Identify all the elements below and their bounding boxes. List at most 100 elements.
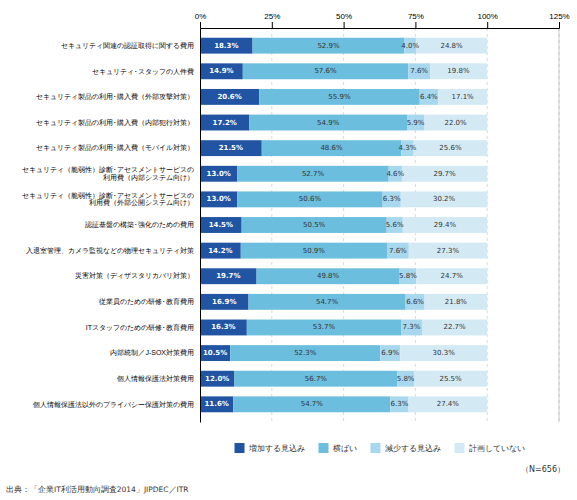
legend-swatch xyxy=(371,443,381,453)
tick-label: ITスタッフのための研修･教育費用 xyxy=(86,323,194,332)
series xyxy=(400,38,487,413)
data-label: 4.0% xyxy=(401,42,419,50)
y-tick: セキュリティ関連の認証取得に関する費用 xyxy=(61,42,200,50)
data-label: 30.3% xyxy=(433,349,456,357)
chart-container: 18.3%14.9%20.6%17.2%21.5%13.0%13.0%14.5%… xyxy=(0,0,577,500)
data-label: 6.4% xyxy=(420,93,438,101)
tick-label: セキュリティ（脆弱性）診断･アセスメントサービスの利用費（内部システム向け） xyxy=(22,166,194,182)
bar xyxy=(408,63,430,79)
bar xyxy=(425,294,488,310)
bar xyxy=(200,63,243,79)
y-tick: セキュリティ製品の利用･購入費（内部犯行対策） xyxy=(36,119,200,127)
bar xyxy=(414,140,488,156)
data-label: 55.9% xyxy=(328,93,351,101)
data-label: 29.7% xyxy=(433,170,456,178)
data-label: 57.6% xyxy=(314,67,337,75)
bar xyxy=(200,396,233,412)
tick-label: セキュリティ･スタッフの人件費 xyxy=(92,68,194,76)
legend-label: 計画していない xyxy=(469,444,525,453)
bar xyxy=(200,115,249,131)
data-label: 53.7% xyxy=(313,323,336,331)
data-label: 29.4% xyxy=(434,221,457,229)
bar xyxy=(200,320,247,336)
grid-line xyxy=(559,28,560,422)
bar xyxy=(387,243,409,259)
bar xyxy=(200,166,237,182)
data-label: 54.9% xyxy=(317,119,340,127)
data-label: 19.8% xyxy=(447,67,470,75)
grid xyxy=(272,28,559,422)
data-label: 19.7% xyxy=(216,272,240,280)
data-label: 5.8% xyxy=(399,272,417,280)
data-label: 21.8% xyxy=(445,298,468,306)
tick-label: セキュリティ関連の認証取得に関する費用 xyxy=(61,42,194,50)
bar xyxy=(262,140,402,156)
data-label: 52.7% xyxy=(302,170,325,178)
bar xyxy=(230,345,380,361)
data-label: 17.2% xyxy=(213,119,237,127)
data-label: 13.0% xyxy=(207,170,231,178)
legend-item: 減少する見込み xyxy=(371,443,441,453)
y-tick: セキュリティ･スタッフの人件費 xyxy=(92,68,200,76)
bar xyxy=(401,191,488,207)
bar xyxy=(401,320,422,336)
bar xyxy=(241,243,387,259)
data-label: 17.1% xyxy=(452,93,475,101)
tick-label: セキュリティ製品の利用･購入費（外部攻撃対策） xyxy=(36,93,194,101)
bar xyxy=(420,89,438,105)
tick-mark xyxy=(272,22,273,28)
frame-line xyxy=(559,28,560,422)
x-tick: 125% xyxy=(549,12,569,28)
y-tick: セキュリティ製品の利用･購入費（モバイル対策） xyxy=(36,144,200,152)
bar xyxy=(416,268,487,284)
bar xyxy=(247,320,401,336)
legend-label: 減少する見込み xyxy=(385,444,441,453)
y-axis: セキュリティ関連の認証取得に関する費用セキュリティ･スタッフの人件費セキュリティ… xyxy=(22,29,201,423)
data-label: 30.2% xyxy=(433,195,456,203)
legend-label: 横ばい xyxy=(333,444,357,453)
bar xyxy=(416,38,487,54)
bar xyxy=(200,371,234,387)
y-tick: 認証基盤の構築･強化のための費用 xyxy=(85,221,200,229)
y-tick: ITスタッフのための研修･教育費用 xyxy=(86,323,200,332)
bar xyxy=(406,294,425,310)
plot-area: 18.3%14.9%20.6%17.2%21.5%13.0%13.0%14.5%… xyxy=(22,12,570,423)
data-label: 56.7% xyxy=(305,375,328,383)
bar xyxy=(200,89,259,105)
data-label: 7.3% xyxy=(403,323,421,331)
bar xyxy=(237,166,388,182)
y-tick: 内部統制／J-SOX対策費用 xyxy=(110,349,200,357)
tick-label: 入退室管理、カメラ監視などの物理セキュリティ対策 xyxy=(26,247,194,255)
bar xyxy=(397,371,414,387)
data-label: 27.3% xyxy=(437,247,460,255)
data-label: 14.2% xyxy=(208,247,232,255)
data-label: 22.7% xyxy=(443,323,466,331)
bar xyxy=(249,115,407,131)
bar xyxy=(200,140,262,156)
y-tick: 個人情報保護法以外のプライバシー保護対策の費用 xyxy=(33,401,200,409)
data-label: 16.9% xyxy=(212,298,236,306)
data-label: 20.6% xyxy=(217,93,241,101)
bar xyxy=(200,217,242,233)
data-label: 18.3% xyxy=(214,42,238,50)
data-label: 7.6% xyxy=(410,67,428,75)
y-tick: 従業員のための研修･教育費用 xyxy=(99,297,200,306)
data-label: 4.3% xyxy=(399,144,417,152)
data-label: 50.9% xyxy=(303,247,326,255)
tick-label: 個人情報保護法以外のプライバシー保護対策の費用 xyxy=(33,401,194,409)
bar xyxy=(424,115,487,131)
bar xyxy=(380,345,400,361)
bar xyxy=(390,396,408,412)
tick-label: セキュリティ製品の利用･購入費（内部犯行対策） xyxy=(36,119,194,127)
data-label: 13.0% xyxy=(207,195,231,203)
bar xyxy=(409,243,487,259)
bar xyxy=(422,320,487,336)
bar xyxy=(200,294,249,310)
x-tick: 50% xyxy=(336,12,352,28)
y-tick: 入退室管理、カメラ監視などの物理セキュリティ対策 xyxy=(26,247,200,255)
x-tick: 0% xyxy=(195,12,207,28)
data-label: 7.6% xyxy=(389,247,407,255)
data-label: 14.9% xyxy=(209,67,233,75)
data-label: 54.7% xyxy=(301,400,324,408)
legend-swatch xyxy=(235,443,245,453)
